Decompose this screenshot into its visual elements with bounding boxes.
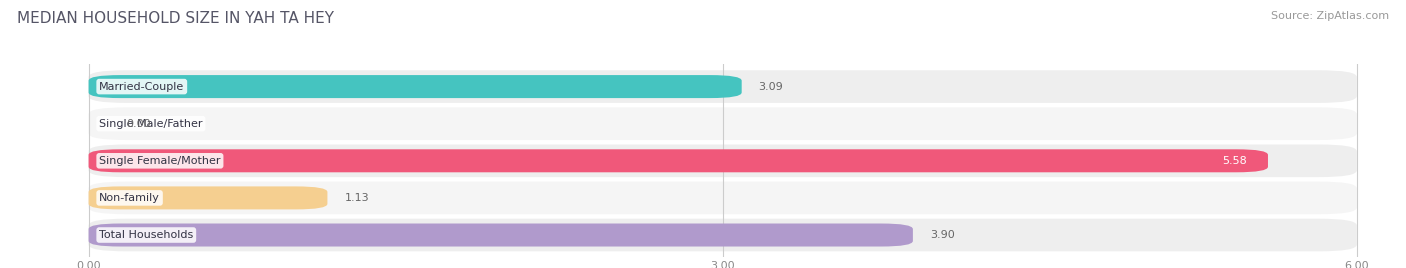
FancyBboxPatch shape xyxy=(89,224,912,247)
FancyBboxPatch shape xyxy=(89,219,1357,251)
FancyBboxPatch shape xyxy=(89,149,1268,172)
Text: Single Female/Mother: Single Female/Mother xyxy=(100,156,221,166)
Text: Source: ZipAtlas.com: Source: ZipAtlas.com xyxy=(1271,11,1389,21)
Text: Total Households: Total Households xyxy=(100,230,194,240)
Text: 1.13: 1.13 xyxy=(344,193,368,203)
Text: Non-family: Non-family xyxy=(100,193,160,203)
FancyBboxPatch shape xyxy=(89,144,1357,177)
FancyBboxPatch shape xyxy=(89,107,1357,140)
Text: MEDIAN HOUSEHOLD SIZE IN YAH TA HEY: MEDIAN HOUSEHOLD SIZE IN YAH TA HEY xyxy=(17,11,333,26)
Text: 3.90: 3.90 xyxy=(929,230,955,240)
Text: Married-Couple: Married-Couple xyxy=(100,81,184,92)
FancyBboxPatch shape xyxy=(89,70,1357,103)
FancyBboxPatch shape xyxy=(89,182,1357,214)
Text: Single Male/Father: Single Male/Father xyxy=(100,119,202,129)
FancyBboxPatch shape xyxy=(89,187,328,209)
FancyBboxPatch shape xyxy=(89,75,742,98)
Text: 5.58: 5.58 xyxy=(1222,156,1247,166)
Text: 3.09: 3.09 xyxy=(759,81,783,92)
Text: 0.00: 0.00 xyxy=(127,119,152,129)
